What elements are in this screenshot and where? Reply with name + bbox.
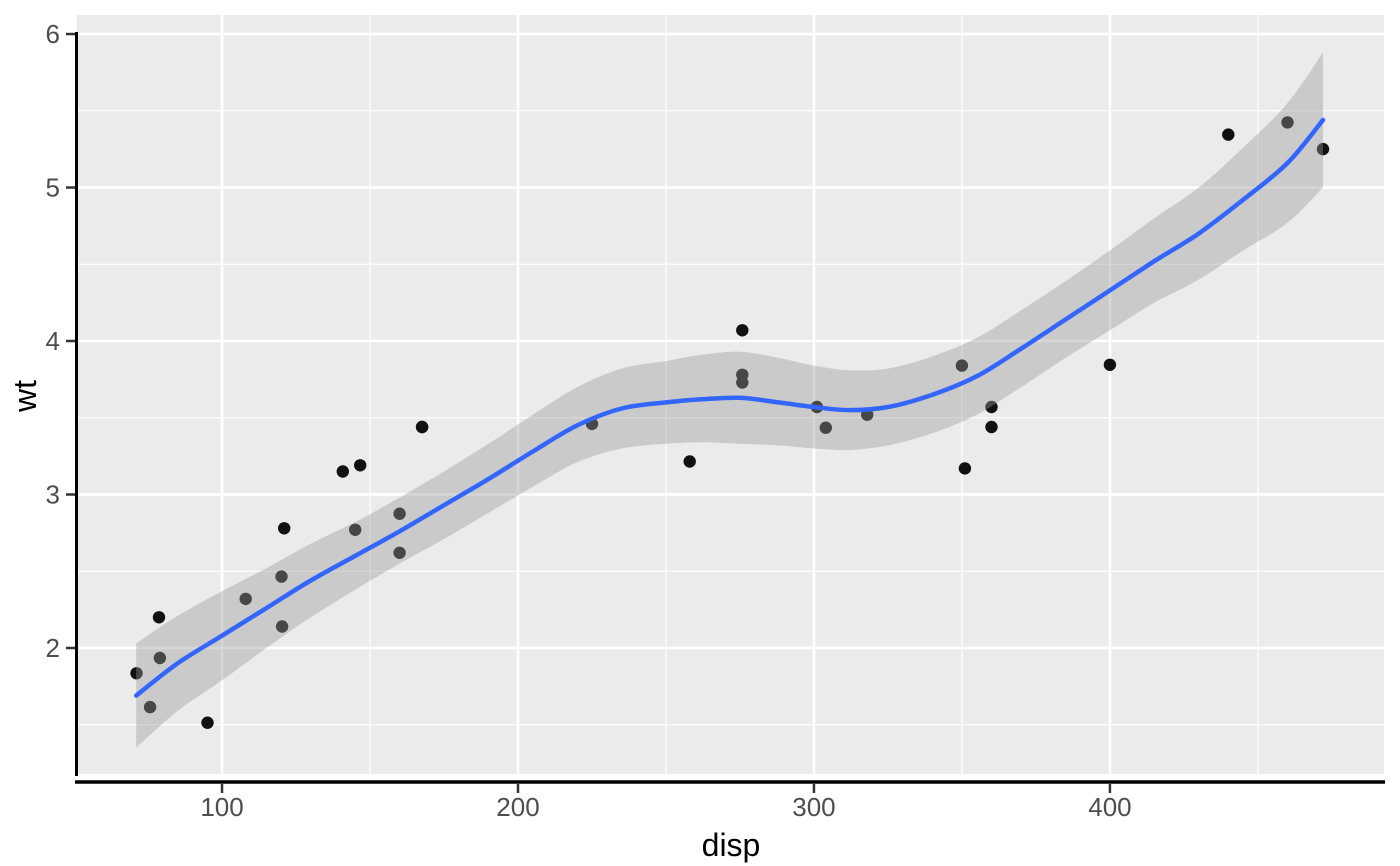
x-tick-label: 400 <box>1088 792 1131 822</box>
data-point <box>955 359 969 372</box>
data-point <box>1281 116 1294 129</box>
y-tick-label: 5 <box>46 173 60 203</box>
data-point <box>278 522 291 535</box>
trend-line <box>133 117 1326 698</box>
data-point <box>683 455 696 468</box>
data-point <box>1222 128 1235 141</box>
data-point <box>1316 142 1330 156</box>
data-point <box>239 592 252 606</box>
data-point <box>143 700 157 714</box>
data-point <box>201 716 214 729</box>
data-point <box>336 465 349 478</box>
data-point <box>736 368 749 381</box>
data-point <box>349 523 362 536</box>
x-tick-label: 300 <box>792 792 835 822</box>
y-tick-label: 4 <box>46 326 60 356</box>
data-point <box>1103 358 1117 371</box>
y-axis-title: wt <box>7 380 43 412</box>
data-point <box>130 667 143 680</box>
data-point <box>393 507 406 520</box>
data-point <box>153 651 167 665</box>
confidence-ribbon <box>136 52 1324 748</box>
x-tick-label: 100 <box>200 792 243 822</box>
x-tick-label: 200 <box>496 792 539 822</box>
data-point <box>958 462 972 475</box>
y-tick-label: 2 <box>46 633 60 663</box>
data-point <box>736 324 749 337</box>
data-point <box>152 611 166 624</box>
data-point <box>985 420 998 434</box>
data-point <box>275 570 288 583</box>
data-point <box>415 420 429 434</box>
x-axis-title: disp <box>701 827 761 863</box>
data-point <box>819 421 832 434</box>
data-point <box>393 546 406 559</box>
y-tick-label: 6 <box>46 19 60 49</box>
y-tick-label: 3 <box>46 479 60 509</box>
data-point <box>354 459 367 472</box>
data-point <box>985 400 998 414</box>
data-point <box>275 620 289 633</box>
